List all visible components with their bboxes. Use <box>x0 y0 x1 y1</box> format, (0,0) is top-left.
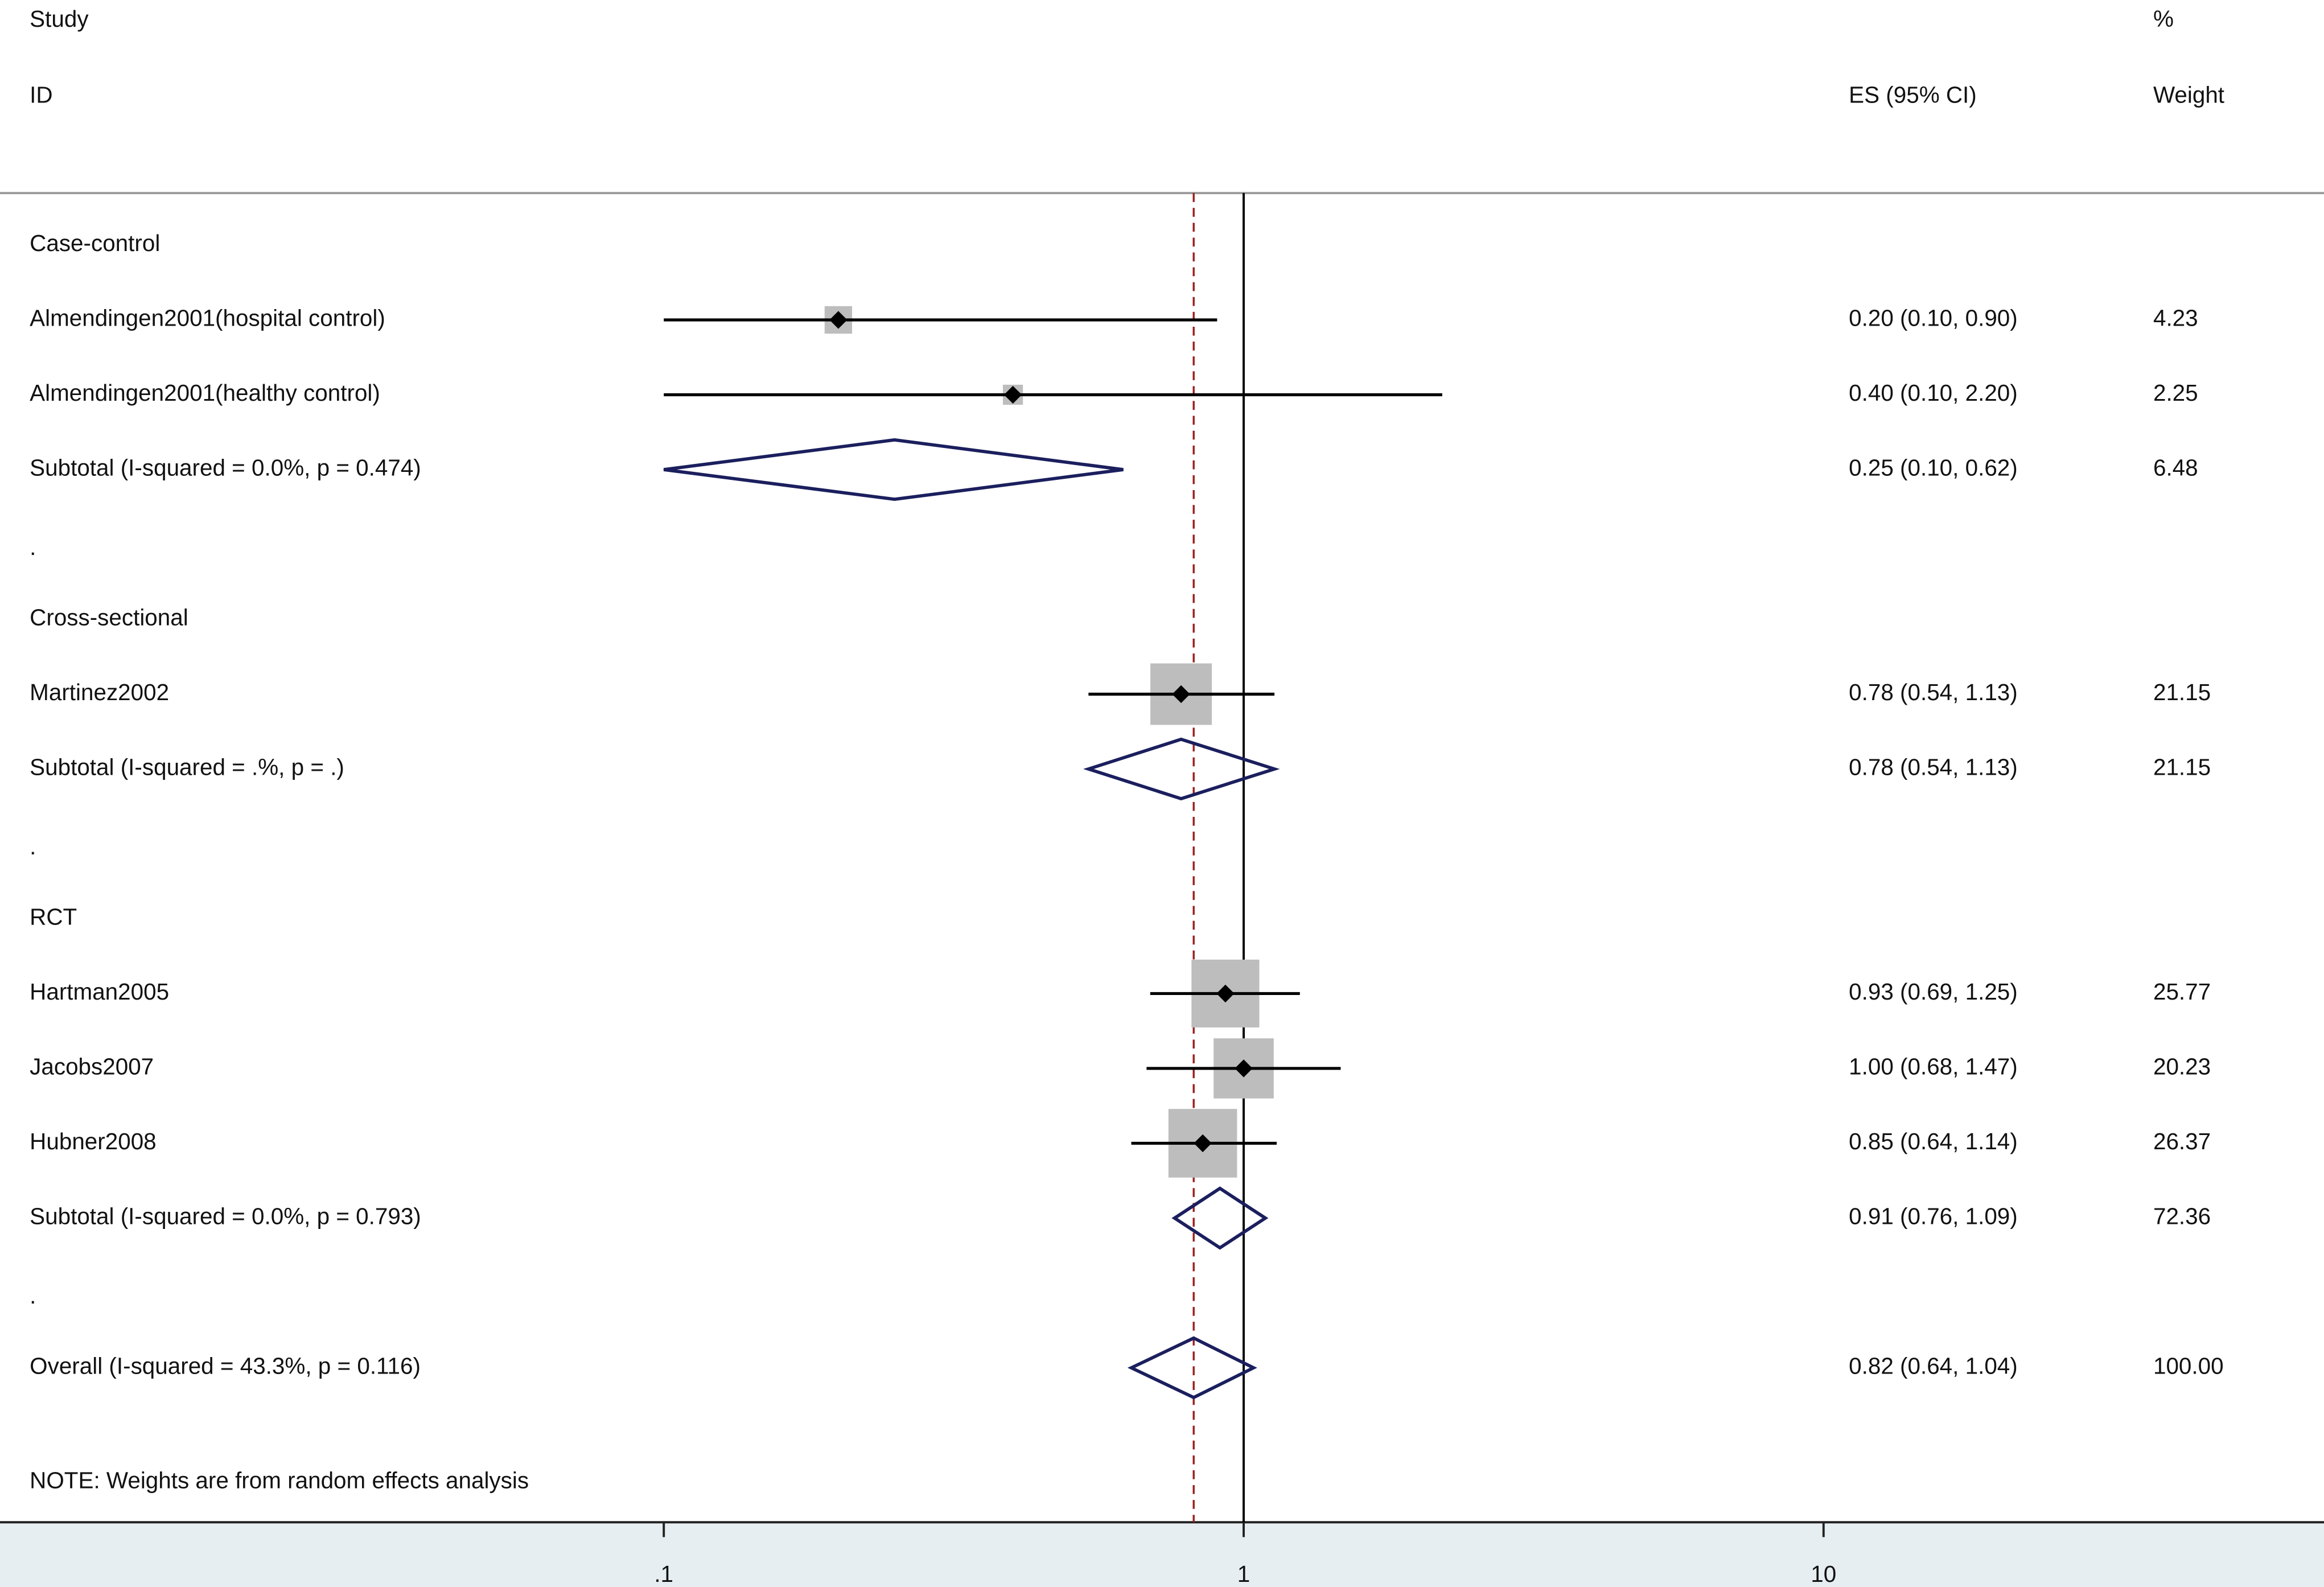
overall-diamond <box>1127 1336 1257 1400</box>
es-label: 0.82 (0.64, 1.04) <box>1849 1353 2018 1379</box>
row-label: Almendingen2001(healthy control) <box>30 380 380 406</box>
weight-label: 20.23 <box>2153 1054 2211 1080</box>
es-label: 0.78 (0.54, 1.13) <box>1849 679 2018 705</box>
x-tick-label: 1 <box>1237 1561 1250 1587</box>
row-label: Subtotal (I-squared = 0.0%, p = 0.793) <box>30 1203 421 1230</box>
point-estimate <box>1172 685 1190 704</box>
header-study: Study <box>30 6 89 32</box>
row-label: Subtotal (I-squared = 0.0%, p = 0.474) <box>30 455 421 481</box>
axis-band <box>0 1522 2324 1587</box>
row-label: . <box>30 833 36 860</box>
row-label: Jacobs2007 <box>30 1054 154 1080</box>
row-label: Subtotal (I-squared = .%, p = .) <box>30 754 344 780</box>
es-label: 0.25 (0.10, 0.62) <box>1849 455 2018 481</box>
row-label: . <box>30 534 36 560</box>
weight-label: 21.15 <box>2153 679 2211 705</box>
es-label: 0.20 (0.10, 0.90) <box>1849 305 2018 331</box>
header-id: ID <box>30 81 52 108</box>
es-label: 0.93 (0.69, 1.25) <box>1849 978 2018 1005</box>
row-label: RCT <box>30 904 77 930</box>
weight-label: 2.25 <box>2153 380 2198 406</box>
subtotal-diamond <box>1083 737 1280 801</box>
weight-label: 100.00 <box>2153 1353 2224 1379</box>
point-estimate <box>1194 1134 1212 1153</box>
header-weight: Weight <box>2153 81 2224 108</box>
subtotal-diamond <box>1171 1186 1269 1250</box>
x-tick-label: .1 <box>654 1561 673 1587</box>
header-es: ES (95% CI) <box>1849 81 1977 108</box>
note: NOTE: Weights are from random effects an… <box>30 1467 529 1493</box>
row-label: Cross-sectional <box>30 605 188 631</box>
point-estimate <box>1003 385 1022 404</box>
es-label: 0.78 (0.54, 1.13) <box>1849 754 2018 780</box>
row-label: Almendingen2001(hospital control) <box>30 305 385 331</box>
es-label: 0.91 (0.76, 1.09) <box>1849 1203 2018 1230</box>
weight-label: 6.48 <box>2153 455 2198 481</box>
es-label: 0.40 (0.10, 2.20) <box>1849 380 2018 406</box>
point-estimate <box>829 311 848 329</box>
row-label: Hubner2008 <box>30 1128 156 1154</box>
es-label: 1.00 (0.68, 1.47) <box>1849 1054 2018 1080</box>
es-label: 0.85 (0.64, 1.14) <box>1849 1128 2018 1154</box>
weight-label: 4.23 <box>2153 305 2198 331</box>
x-tick-label: 10 <box>1811 1561 1836 1587</box>
row-label: Case-control <box>30 230 160 256</box>
header-percent: % <box>2153 6 2174 32</box>
weight-label: 26.37 <box>2153 1128 2211 1154</box>
row-label: Overall (I-squared = 43.3%, p = 0.116) <box>30 1353 421 1379</box>
row-label: . <box>30 1282 36 1309</box>
row-label: Martinez2002 <box>30 679 169 705</box>
weight-label: 21.15 <box>2153 754 2211 780</box>
subtotal-diamond <box>663 438 1124 501</box>
row-label: Hartman2005 <box>30 978 169 1005</box>
weight-label: 25.77 <box>2153 978 2211 1005</box>
weight-label: 72.36 <box>2153 1203 2211 1230</box>
point-estimate <box>1216 984 1235 1003</box>
